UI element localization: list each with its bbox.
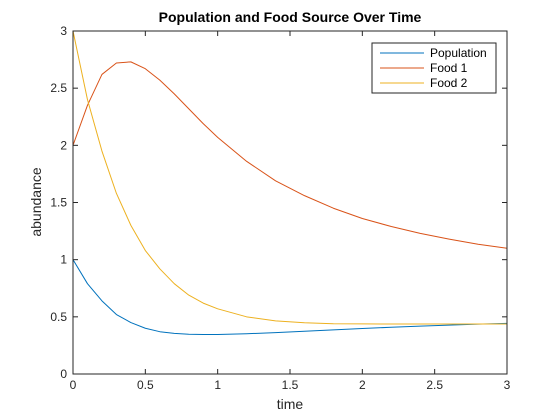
chart-title: Population and Food Source Over Time	[159, 9, 422, 25]
legend-label-food-1: Food 1	[430, 61, 468, 75]
x-tick-label: 2.5	[426, 378, 443, 392]
y-tick-label: 0.5	[50, 310, 67, 324]
legend-item-population: Population	[380, 46, 487, 60]
y-tick-label: 1.5	[50, 196, 67, 210]
y-tick-label: 3	[60, 24, 67, 38]
ticks-layer: 0 0.5 1 1.5 2 2.5 3 0 0.5 1 1.5 2 2.5 3	[50, 24, 510, 392]
y-axis-label: abundance	[28, 167, 44, 237]
y-tick-label: 2	[60, 138, 67, 152]
y-tick-label: 1	[60, 253, 67, 267]
series-line-population	[72, 259, 508, 336]
y-tick-label: 0	[60, 367, 67, 381]
x-tick-label: 0	[70, 378, 77, 392]
series-line-food-2	[72, 30, 507, 325]
legend: Population Food 1 Food 2	[371, 42, 497, 94]
legend-item-food-1: Food 1	[380, 61, 468, 75]
x-tick-label: 3	[504, 378, 511, 392]
legend-item-food-2: Food 2	[380, 76, 468, 90]
legend-label-population: Population	[430, 46, 487, 60]
series-line-food-1	[72, 61, 508, 249]
x-axis-label: time	[277, 396, 304, 412]
y-tick-label: 2.5	[50, 81, 67, 95]
series-layer	[72, 30, 508, 336]
x-tick-label: 1.5	[282, 378, 299, 392]
x-tick-label: 1	[214, 378, 221, 392]
x-tick-label: 2	[359, 378, 366, 392]
legend-label-food-2: Food 2	[430, 76, 468, 90]
x-tick-label: 0.5	[137, 378, 154, 392]
